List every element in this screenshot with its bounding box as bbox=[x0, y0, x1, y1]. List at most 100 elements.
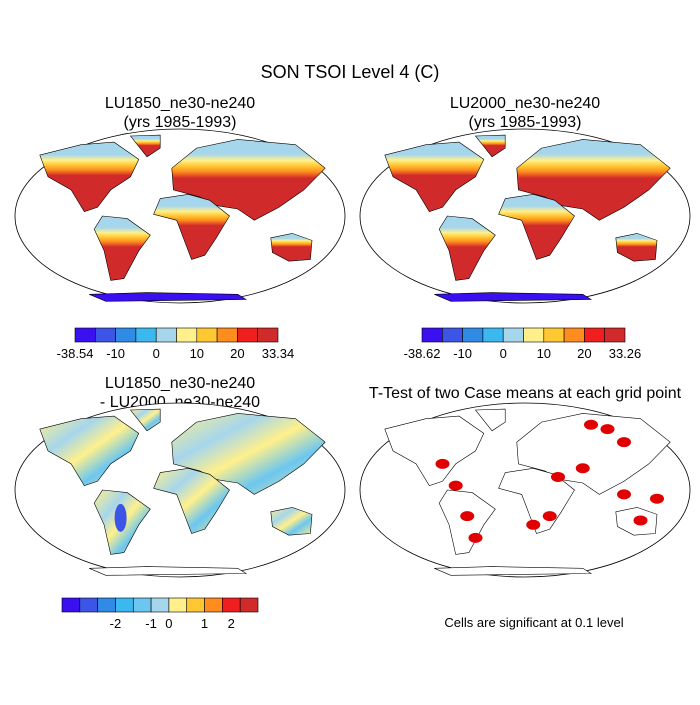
colorbar-box bbox=[216, 327, 238, 343]
colorbar-label: 0 bbox=[500, 346, 507, 361]
colorbar-box bbox=[97, 597, 116, 613]
land bbox=[89, 292, 248, 302]
colorbar-box bbox=[257, 327, 279, 343]
panel-title: (yrs 1985-1993) bbox=[469, 114, 582, 131]
colorbar-box bbox=[441, 327, 463, 343]
land bbox=[474, 408, 506, 432]
colorbar-label: 2 bbox=[228, 616, 235, 631]
colorbar-label: 20 bbox=[230, 346, 244, 361]
colorbar-label: 33.34 bbox=[262, 346, 295, 361]
colorbar-box bbox=[222, 597, 241, 613]
colorbar-box bbox=[584, 327, 606, 343]
colorbar-box bbox=[95, 327, 116, 343]
significant-cells bbox=[526, 519, 541, 530]
colorbar-box bbox=[462, 327, 484, 343]
land bbox=[434, 292, 593, 302]
land bbox=[434, 566, 593, 576]
colorbar-box bbox=[61, 597, 81, 613]
colorbar-label: -38.62 bbox=[404, 346, 441, 361]
colorbar-box bbox=[155, 327, 177, 343]
land bbox=[89, 566, 248, 576]
land bbox=[270, 233, 313, 262]
land bbox=[474, 134, 506, 158]
land bbox=[498, 193, 575, 260]
significant-cells bbox=[460, 511, 475, 522]
land bbox=[171, 139, 326, 221]
significant-cells bbox=[617, 489, 631, 500]
significant-cells bbox=[468, 532, 483, 543]
significant-cells bbox=[584, 419, 598, 430]
colorbar-box bbox=[502, 327, 524, 343]
colorbar-box bbox=[563, 327, 585, 343]
colorbar-box bbox=[79, 597, 98, 613]
significant-cells bbox=[650, 493, 664, 504]
colorbar-label: 0 bbox=[153, 346, 160, 361]
land bbox=[171, 413, 326, 495]
land bbox=[129, 408, 161, 432]
map bbox=[359, 402, 691, 578]
significant-cells bbox=[448, 480, 463, 491]
land bbox=[270, 507, 313, 536]
colorbar-box bbox=[482, 327, 504, 343]
colorbar-label: 0 bbox=[165, 616, 172, 631]
colorbar-box bbox=[523, 327, 545, 343]
land bbox=[153, 467, 230, 534]
colorbar-box bbox=[604, 327, 626, 343]
significant-cells bbox=[600, 424, 615, 435]
colorbar-box bbox=[74, 327, 96, 343]
colorbar-label: -10 bbox=[453, 346, 472, 361]
panel-title: LU1850_ne30-ne240 bbox=[105, 375, 255, 392]
colorbar-box bbox=[115, 597, 134, 613]
land bbox=[438, 489, 496, 555]
significant-cells bbox=[435, 458, 450, 469]
colorbar-box bbox=[421, 327, 443, 343]
map bbox=[359, 128, 691, 304]
significant-cells bbox=[551, 471, 565, 482]
colorbar-box bbox=[176, 327, 198, 343]
colorbar-label: 20 bbox=[577, 346, 591, 361]
figure-title: SON TSOI Level 4 (C) bbox=[261, 62, 440, 82]
panel-title: (yrs 1985-1993) bbox=[124, 114, 237, 131]
colorbar-box bbox=[196, 327, 218, 343]
land bbox=[129, 134, 161, 158]
panel-title: LU2000_ne30-ne240 bbox=[450, 95, 600, 112]
land bbox=[39, 141, 140, 213]
land bbox=[615, 233, 658, 262]
colorbar-box bbox=[239, 597, 259, 613]
significant-cells bbox=[617, 437, 631, 448]
panel-title: T-Test of two Case means at each grid po… bbox=[369, 385, 682, 402]
note: Cells are significant at 0.1 level bbox=[444, 615, 623, 630]
land bbox=[153, 193, 230, 260]
colorbar-label: -2 bbox=[110, 616, 122, 631]
colorbar-label: 10 bbox=[190, 346, 204, 361]
colorbar-box bbox=[186, 597, 205, 613]
colorbar-box bbox=[135, 327, 157, 343]
colorbar-box bbox=[168, 597, 188, 613]
colorbar-label: -38.54 bbox=[57, 346, 94, 361]
land bbox=[516, 139, 671, 221]
map bbox=[14, 128, 346, 304]
land bbox=[384, 415, 485, 486]
colorbar-box bbox=[204, 597, 223, 613]
map bbox=[14, 402, 346, 578]
significant-cells bbox=[575, 463, 590, 474]
land bbox=[438, 215, 496, 281]
panel-title: LU1850_ne30-ne240 bbox=[105, 95, 255, 112]
land bbox=[93, 215, 151, 281]
colorbar-label: 10 bbox=[537, 346, 551, 361]
colorbar-label: 1 bbox=[201, 616, 208, 631]
colorbar-box bbox=[237, 327, 258, 343]
significant-cells bbox=[633, 515, 648, 526]
land bbox=[39, 415, 140, 486]
land-anomaly bbox=[114, 503, 127, 532]
colorbar-box bbox=[132, 597, 152, 613]
colorbar-label: 33.26 bbox=[609, 346, 642, 361]
colorbar-box bbox=[115, 327, 137, 343]
significant-cells bbox=[542, 511, 557, 522]
colorbar-label: -10 bbox=[106, 346, 125, 361]
colorbar-box bbox=[543, 327, 565, 343]
colorbar-box bbox=[150, 597, 170, 613]
land bbox=[384, 141, 485, 213]
colorbar-label: -1 bbox=[145, 616, 157, 631]
